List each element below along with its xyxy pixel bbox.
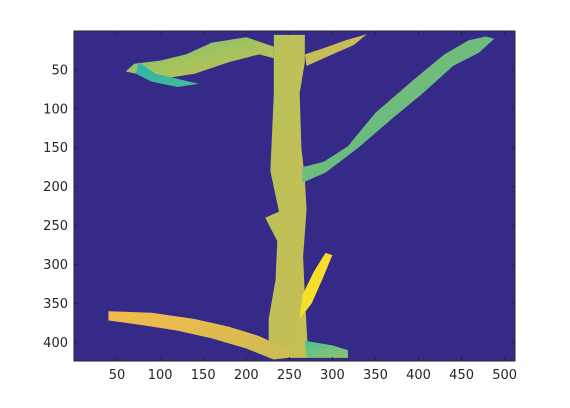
y-tick-label: 150 [43, 141, 68, 156]
heatmap-region-bottom-right-root [304, 340, 348, 358]
heatmap-region-upper-left-branch [125, 37, 274, 78]
y-tick-label: 100 [43, 102, 68, 117]
y-tick-label: 300 [43, 258, 68, 273]
x-axis: 50 100 150 200 250 300 350 400 450 500 [109, 31, 517, 383]
heatmap-region-upper-right-twig [304, 34, 367, 67]
y-axis: 50 100 150 200 250 300 350 400 [43, 63, 515, 351]
x-tick-label: 100 [148, 368, 173, 383]
heatmap-region-lower-yellow-sprout [299, 252, 333, 319]
y-tick-label: 400 [43, 336, 68, 351]
y-tick-label: 350 [43, 297, 68, 312]
y-tick-label: 250 [43, 219, 68, 234]
x-tick-label: 50 [109, 368, 126, 383]
x-tick-label: 200 [234, 368, 259, 383]
x-tick-label: 250 [277, 368, 302, 383]
x-tick-label: 400 [406, 368, 431, 383]
heatmap-region-left-twig [136, 62, 199, 88]
heatmap-region-main-trunk [265, 34, 309, 358]
x-tick-label: 350 [363, 368, 388, 383]
axes-box [73, 30, 516, 362]
y-tick-label: 200 [43, 180, 68, 195]
heatmap-region-lower-left-branch [108, 311, 300, 360]
x-tick-label: 300 [320, 368, 345, 383]
y-tick-label: 50 [51, 63, 68, 78]
x-tick-label: 450 [449, 368, 474, 383]
plot-area [74, 31, 515, 361]
x-tick-label: 150 [191, 368, 216, 383]
heatmap-region-right-branch [302, 36, 495, 183]
x-tick-label: 500 [492, 368, 517, 383]
